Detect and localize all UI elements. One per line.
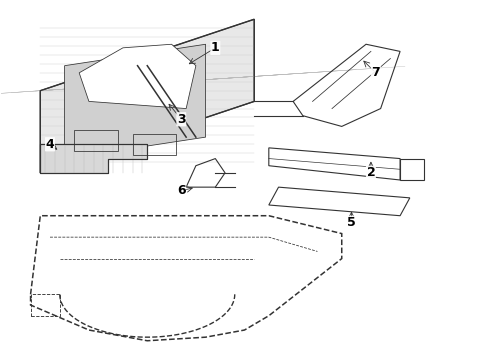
Text: 7: 7: [371, 66, 379, 79]
Text: 1: 1: [210, 41, 219, 54]
Polygon shape: [40, 144, 147, 173]
Text: 5: 5: [346, 216, 355, 229]
Text: 2: 2: [366, 166, 374, 179]
Text: 6: 6: [177, 184, 185, 197]
Polygon shape: [79, 44, 196, 109]
Polygon shape: [40, 19, 254, 173]
Text: 4: 4: [45, 138, 54, 151]
Text: 3: 3: [177, 113, 185, 126]
Polygon shape: [64, 44, 205, 158]
